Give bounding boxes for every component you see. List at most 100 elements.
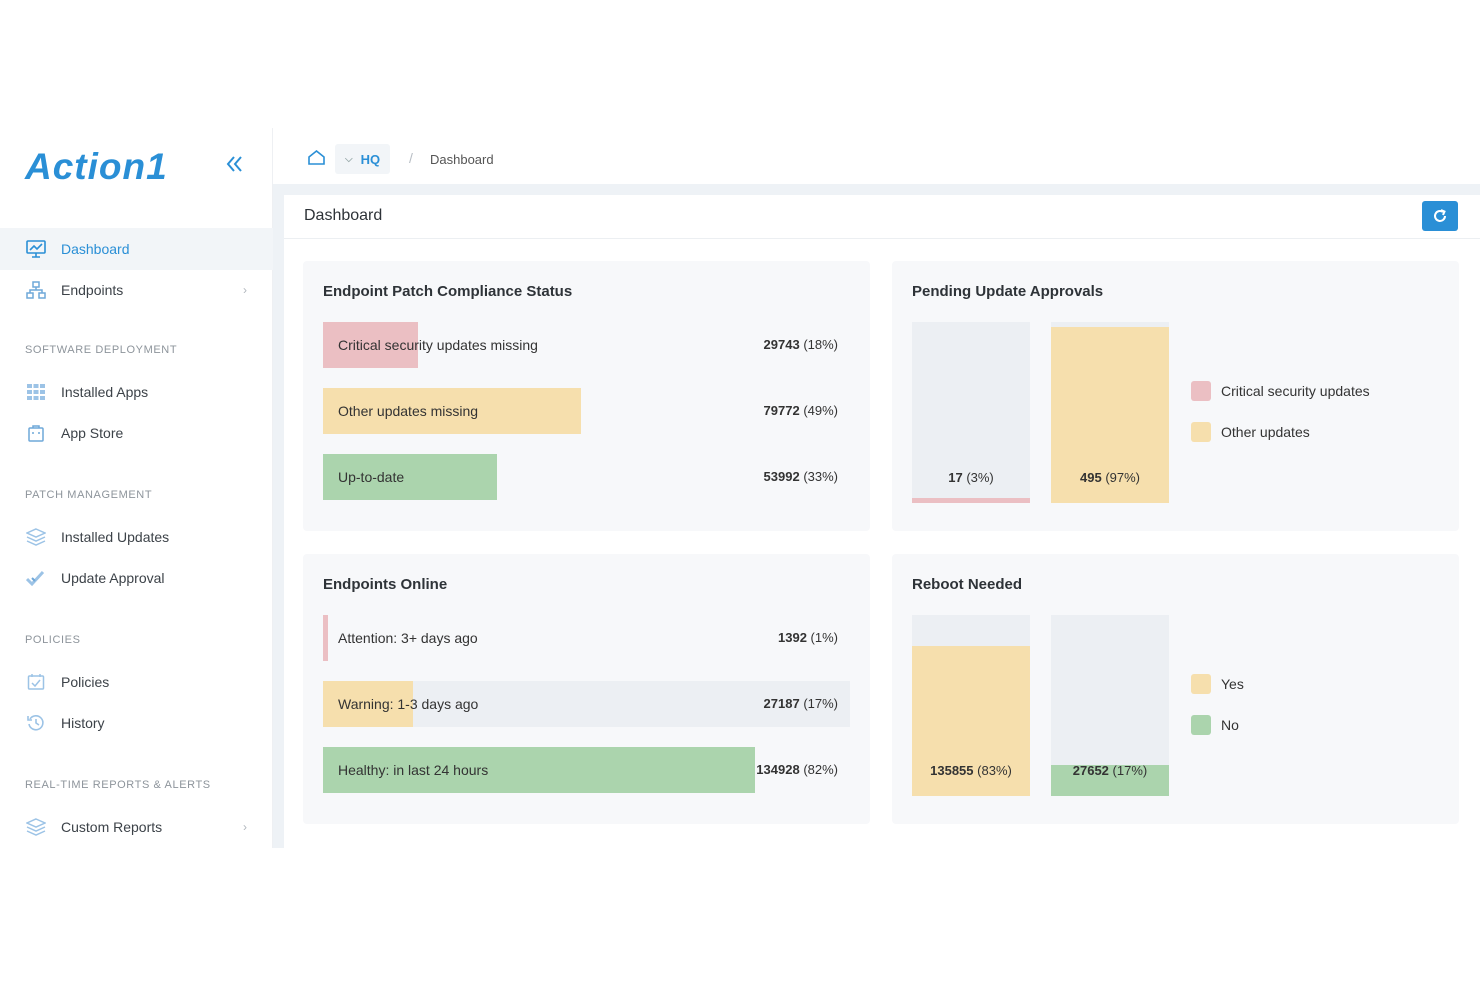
reboot-column-yes[interactable]: 135855 (83%) [912,615,1030,796]
legend-other: Other updates [1191,422,1310,442]
org-name: HQ [360,151,381,167]
column-fill [1051,765,1169,796]
bar-label: Other updates missing [338,403,479,419]
legend-critical: Critical security updates [1191,381,1370,401]
panel-header: Dashboard [284,195,1480,239]
column-value: 27652 (17%) [1072,763,1148,778]
bar-label: Warning: 1-3 days ago [338,696,479,712]
double-chevron-left-icon[interactable] [224,154,246,179]
bar-value: 29743 (18%) [763,337,838,352]
card-title: Endpoint Patch Compliance Status [323,283,573,300]
section-patch-management: PATCH MANAGEMENT [25,489,153,501]
sidebar-item-label: Dashboard [61,241,130,257]
column-value: 495 (97%) [1079,470,1140,485]
bar-label: Critical security updates missing [338,337,538,353]
card-title: Pending Update Approvals [912,283,1104,300]
online-row-attention[interactable]: Attention: 3+ days ago 1392 (1%) [323,615,850,661]
card-title: Reboot Needed [912,576,1023,593]
column-fill [1051,327,1169,503]
online-row-healthy[interactable]: Healthy: in last 24 hours 134928 (82%) [323,747,850,793]
column-fill [912,497,1030,503]
sidebar-item-label: Custom Reports [61,819,163,835]
action1-logo[interactable]: Action1 [25,146,168,187]
layers-icon [26,817,46,837]
pending-column-critical[interactable]: 17 (3%) [912,322,1030,503]
sidebar-item-label: Update Approval [61,570,165,586]
bar-value: 1392 (1%) [778,630,838,645]
online-row-warning[interactable]: Warning: 1-3 days ago 27187 (17%) [323,681,850,727]
legend-no: No [1191,715,1239,735]
bar-value: 79772 (49%) [763,403,838,418]
app-window: Action1 Dashboard Endpoints › SOFTWARE D… [0,128,1480,848]
layers-icon [26,527,46,547]
section-software-deployment: SOFTWARE DEPLOYMENT [25,344,178,356]
bar-fill [323,322,418,368]
org-selector[interactable]: ⌵ HQ [335,144,391,174]
legend-swatch [1191,381,1211,401]
sidebar-item-label: History [61,715,105,731]
column-value: 135855 (83%) [930,763,1012,778]
legend-swatch [1191,422,1211,442]
sidebar-item-endpoints[interactable]: Endpoints › [0,269,273,311]
compliance-row-uptodate[interactable]: Up-to-date 53992 (33%) [323,454,850,500]
chevron-right-icon: › [243,820,247,834]
reboot-needed-card: Reboot Needed 135855 (83%) 27652 (17%) Y… [892,554,1459,824]
compliance-row-other[interactable]: Other updates missing 79772 (49%) [323,388,850,434]
breadcrumb: ⌵ HQ / Dashboard [273,128,1480,184]
card-title: Endpoints Online [323,576,448,593]
bar-value: 27187 (17%) [763,696,838,711]
sidebar-item-custom-reports[interactable]: Custom Reports › [0,806,273,848]
sidebar-item-history[interactable]: History [0,702,273,744]
calendar-check-icon [26,672,46,692]
bar-fill [323,747,756,793]
legend-swatch [1191,674,1211,694]
sidebar-item-app-store[interactable]: App Store [0,412,273,454]
bar-fill [323,615,329,661]
sidebar-item-installed-apps[interactable]: Installed Apps [0,371,273,413]
bar-label: Up-to-date [338,469,405,485]
sidebar-item-update-approval[interactable]: Update Approval [0,557,273,599]
column-fill [912,645,1030,796]
sidebar: Action1 Dashboard Endpoints › SOFTWARE D… [0,128,273,848]
compliance-card: Endpoint Patch Compliance Status Critica… [303,261,870,531]
sidebar-item-label: Endpoints [61,282,124,298]
section-reports: REAL-TIME REPORTS & ALERTS [25,779,211,791]
double-check-icon [26,568,46,588]
bar-label: Attention: 3+ days ago [338,630,478,646]
sidebar-item-policies[interactable]: Policies [0,661,273,703]
sidebar-item-dashboard[interactable]: Dashboard [0,228,273,270]
dashboard-panel: Dashboard Endpoint Patch Compliance Stat… [284,195,1480,848]
pending-column-other[interactable]: 495 (97%) [1051,322,1169,503]
compliance-row-critical[interactable]: Critical security updates missing 29743 … [323,322,850,368]
pending-approvals-card: Pending Update Approvals 17 (3%) 495 (97… [892,261,1459,531]
endpoints-online-card: Endpoints Online Attention: 3+ days ago … [303,554,870,824]
section-policies: POLICIES [25,634,81,646]
sidebar-item-label: Installed Updates [61,529,170,545]
history-icon [26,713,46,733]
chevron-right-icon: › [243,283,247,297]
reboot-column-no[interactable]: 27652 (17%) [1051,615,1169,796]
breadcrumb-current: Dashboard [430,152,494,167]
refresh-button[interactable] [1422,201,1458,231]
sidebar-item-label: Policies [61,674,110,690]
refresh-icon [1434,209,1446,222]
sidebar-item-installed-updates[interactable]: Installed Updates [0,516,273,558]
bar-fill [323,388,582,434]
legend-yes: Yes [1191,674,1244,694]
sidebar-item-label: Installed Apps [61,384,149,400]
bar-value: 53992 (33%) [763,469,838,484]
legend-swatch [1191,715,1211,735]
bar-label: Healthy: in last 24 hours [338,762,489,778]
bar-fill [323,681,413,727]
breadcrumb-separator: / [409,150,413,166]
page-title: Dashboard [304,207,383,224]
column-value: 17 (3%) [948,470,994,485]
grid-icon [26,382,46,402]
home-icon[interactable] [308,149,325,170]
chevron-down-icon: ⌵ [345,153,353,165]
endpoints-icon [26,280,46,300]
store-icon [26,423,46,443]
dashboard-icon [26,239,46,259]
bar-value: 134928 (82%) [756,762,838,777]
sidebar-item-label: App Store [61,425,124,441]
